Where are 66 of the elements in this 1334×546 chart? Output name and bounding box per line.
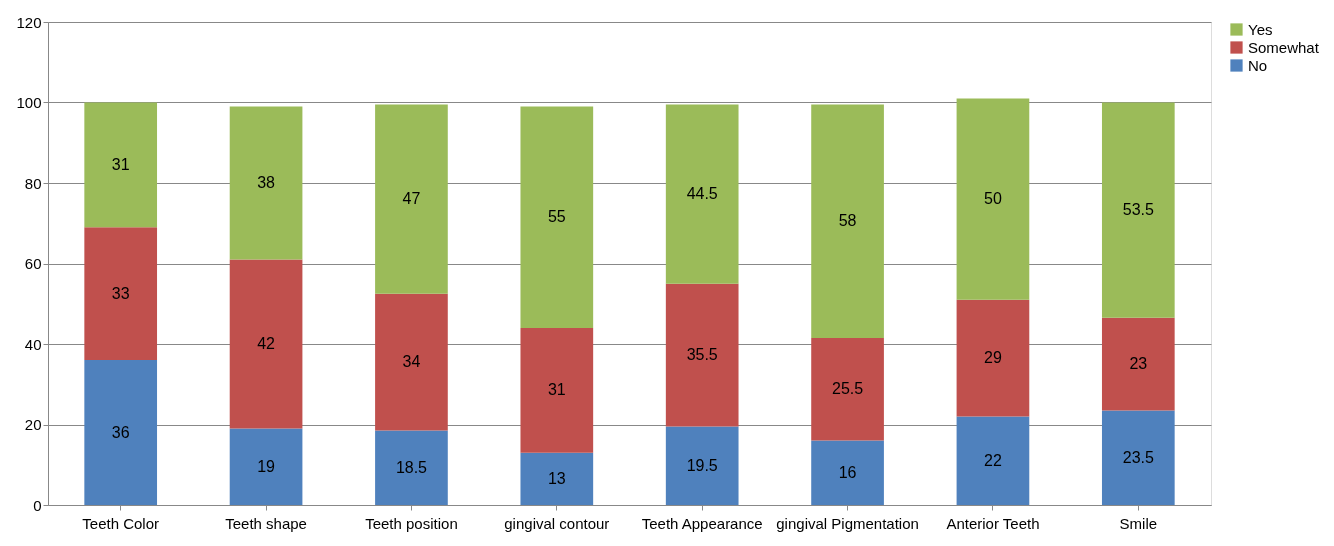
x-tick-label: Teeth position [365, 514, 458, 532]
bar [811, 440, 884, 505]
data-label: 19 [257, 457, 276, 475]
bar [665, 426, 739, 505]
y-tick-label: 80 [24, 174, 42, 192]
legend-label: No [1248, 56, 1268, 74]
legend-label: Yes [1248, 20, 1273, 38]
bar [956, 299, 1030, 417]
data-label: 31 [547, 381, 566, 399]
y-tick-label: 60 [24, 255, 42, 272]
bar [520, 452, 594, 505]
bar [84, 227, 158, 361]
data-label: 19.5 [686, 456, 718, 474]
data-label: 35.5 [686, 346, 718, 364]
data-label: 23.5 [1122, 448, 1154, 466]
bar [1101, 317, 1175, 411]
y-tick-label: 100 [16, 94, 42, 111]
data-label: 50 [984, 190, 1002, 208]
x-tick-label: Anterior Teeth [946, 514, 1040, 532]
data-label: 29 [984, 349, 1002, 367]
data-label: 55 [547, 208, 566, 226]
x-tick-label: Smile [1119, 514, 1158, 532]
data-label: 36 [111, 423, 130, 441]
data-label: 47 [402, 190, 421, 208]
bar [1101, 102, 1175, 318]
y-tick-label: 20 [24, 416, 42, 433]
data-label: 33 [111, 284, 130, 302]
data-label: 23 [1129, 355, 1148, 373]
bar [811, 337, 884, 441]
data-label: 22 [984, 451, 1002, 469]
bar [229, 259, 303, 429]
data-label: 31 [111, 155, 130, 173]
bar [375, 430, 448, 505]
x-tick-label: gingival contour [504, 514, 610, 532]
bar [229, 106, 303, 260]
bar [229, 428, 303, 505]
data-label: 58 [838, 212, 857, 230]
bar [665, 283, 739, 427]
data-label: 38 [257, 174, 276, 191]
y-tick-label: 0 [33, 496, 42, 514]
y-tick-label: 120 [16, 13, 42, 31]
legend-label: Somewhat [1248, 38, 1320, 56]
bar [956, 98, 1030, 300]
x-tick-label: gingival Pigmentation [776, 514, 919, 532]
bar [1101, 410, 1175, 505]
bar [84, 102, 158, 228]
bar [520, 327, 594, 453]
x-tick-label: Teeth Color [82, 514, 160, 532]
data-label: 34 [402, 353, 421, 371]
bar [956, 416, 1030, 505]
bar [375, 293, 448, 431]
x-tick-label: Teeth shape [225, 514, 307, 532]
data-label: 44.5 [686, 185, 718, 203]
x-tick-label: Teeth Appearance [641, 514, 763, 532]
data-label: 13 [547, 469, 566, 487]
bar [811, 104, 884, 338]
data-label: 53.5 [1122, 201, 1154, 219]
bar [84, 360, 158, 505]
bar [375, 104, 448, 294]
bar [665, 104, 739, 284]
y-tick-label: 40 [24, 335, 42, 353]
data-label: 18.5 [395, 458, 428, 476]
data-label: 42 [257, 335, 276, 352]
bar [520, 106, 594, 328]
data-label: 25.5 [831, 380, 864, 398]
data-label: 16 [838, 463, 857, 481]
